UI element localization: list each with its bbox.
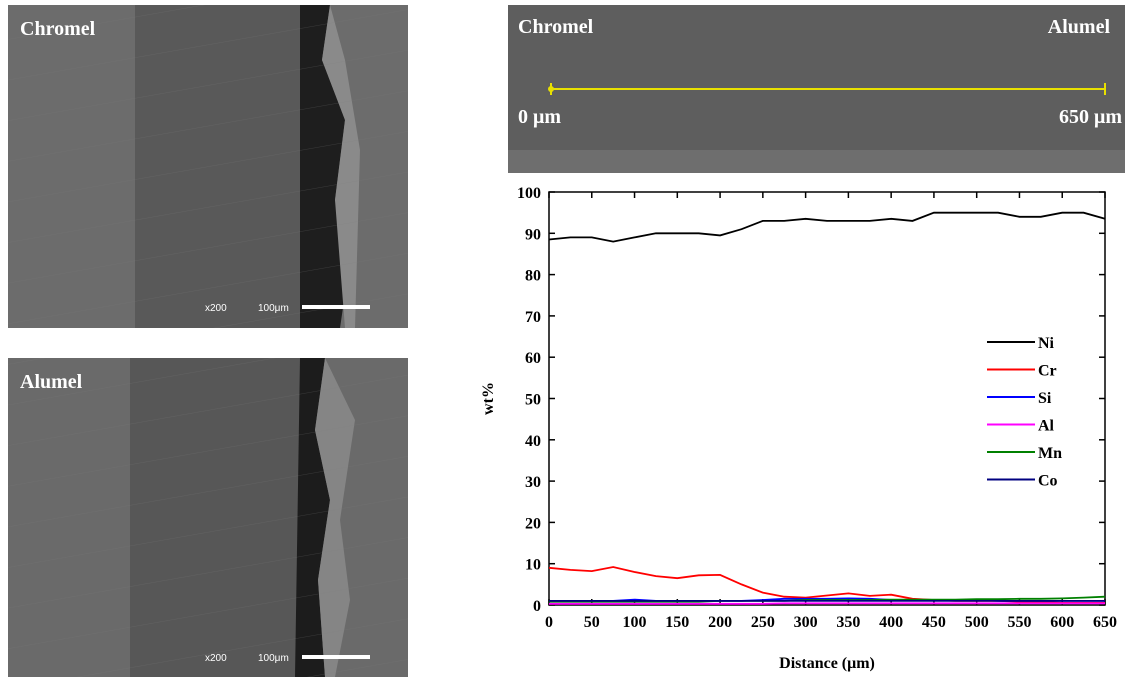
scan-end-label: 650 μm — [1059, 106, 1122, 128]
sem-image-alumel: Alumel x200 100μm — [8, 358, 408, 677]
scale-bar-label: 100μm — [258, 653, 289, 664]
y-tick-label: 90 — [525, 226, 541, 243]
scale-bar-label: 100μm — [258, 303, 289, 314]
y-tick-label: 60 — [525, 350, 541, 367]
x-tick-label: 0 — [545, 614, 553, 631]
magnification: x200 — [205, 303, 227, 314]
y-tick-label: 70 — [525, 309, 541, 326]
legend-label: Cr — [1038, 363, 1057, 380]
image-label: Alumel — [1048, 16, 1111, 38]
magnification: x200 — [205, 653, 227, 664]
x-tick-label: 250 — [751, 614, 775, 631]
sem-image-chromel: Chromel x200 100μm — [8, 5, 408, 328]
x-tick-label: 150 — [665, 614, 689, 631]
x-tick-label: 200 — [708, 614, 732, 631]
figure: Chromel x200 100μm Alumel x200 100μm Chr… — [0, 0, 1125, 677]
image-label: Alumel — [20, 371, 83, 393]
series-line — [549, 567, 1105, 603]
y-tick-label: 50 — [525, 392, 541, 409]
legend-label: Si — [1038, 390, 1052, 407]
scale-bar — [302, 655, 370, 659]
scale-bar — [302, 305, 370, 309]
scan-start — [548, 86, 554, 92]
x-axis-title: Distance (μm) — [779, 655, 875, 672]
series-line — [549, 213, 1105, 242]
x-tick-label: 500 — [965, 614, 989, 631]
y-tick-label: 0 — [533, 598, 541, 615]
y-tick-label: 40 — [525, 433, 541, 450]
x-tick-label: 100 — [623, 614, 647, 631]
x-tick-label: 600 — [1050, 614, 1074, 631]
x-tick-label: 300 — [794, 614, 818, 631]
y-tick-label: 10 — [525, 557, 541, 574]
y-tick-label: 30 — [525, 474, 541, 491]
x-tick-label: 650 — [1093, 614, 1117, 631]
y-tick-label: 80 — [525, 268, 541, 285]
y-tick-label: 20 — [525, 515, 541, 532]
legend-label: Co — [1038, 473, 1058, 490]
plot-frame — [549, 192, 1105, 605]
image-label: Chromel — [20, 18, 96, 40]
x-tick-label: 350 — [836, 614, 860, 631]
scan-start-label: 0 μm — [518, 106, 561, 128]
y-axis-title: wt% — [480, 382, 497, 415]
x-tick-label: 450 — [922, 614, 946, 631]
legend-label: Ni — [1038, 335, 1055, 352]
chart: 0 10 20 30 40 50 60 70 80 90 100 0 50 100 150 200 250 300… — [480, 185, 1117, 672]
x-tick-label: 50 — [584, 614, 600, 631]
legend-label: Al — [1038, 418, 1055, 435]
line-scan-image: Chromel Alumel 0 μm 650 μm — [508, 5, 1125, 173]
x-tick-label: 550 — [1007, 614, 1031, 631]
legend-label: Mn — [1038, 445, 1062, 462]
series-line — [549, 603, 1105, 604]
image-label: Chromel — [518, 16, 594, 38]
y-tick-label: 100 — [517, 185, 541, 202]
x-tick-label: 400 — [879, 614, 903, 631]
